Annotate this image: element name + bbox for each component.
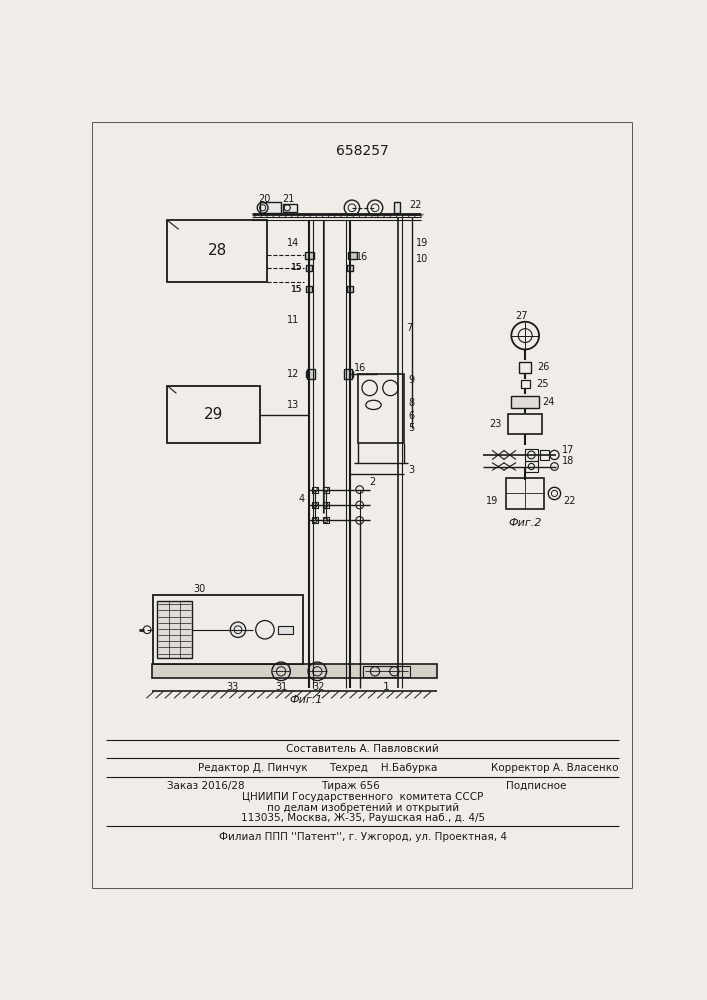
Circle shape [312,503,317,507]
Text: 15: 15 [291,285,303,294]
Bar [153,595,303,664]
Bar [395,202,400,213]
Bar [506,478,544,509]
Text: 20: 20 [259,194,271,204]
Circle shape [312,518,317,523]
Bar [305,265,312,271]
Text: 15: 15 [291,263,303,272]
Text: 15: 15 [291,263,303,272]
Text: Заказ 2016/28: Заказ 2016/28 [167,781,245,791]
Text: 33: 33 [226,682,239,692]
Text: 22: 22 [563,496,576,506]
Bar [305,371,312,377]
Bar [363,666,409,677]
Text: 4: 4 [298,494,304,504]
Text: 14: 14 [287,238,300,248]
Circle shape [230,622,246,637]
Text: 22: 22 [409,200,422,210]
Text: 19: 19 [486,496,498,506]
Bar [511,396,539,408]
Text: Фиг.1: Фиг.1 [289,695,322,705]
Circle shape [324,518,328,523]
Text: 21: 21 [282,194,294,204]
Text: Техред    Н.Бабурка: Техред Н.Бабурка [329,763,437,773]
Text: 23: 23 [490,419,502,429]
Text: Филиал ППП ''Патент'', г. Ужгород, ул. Проектная, 4: Филиал ППП ''Патент'', г. Ужгород, ул. П… [218,832,507,842]
Text: 113035, Москва, Ж-35, Раушская наб., д. 4/5: 113035, Москва, Ж-35, Раушская наб., д. … [240,813,485,823]
Text: ЦНИИПИ Государственного  комитета СССР: ЦНИИПИ Государственного комитета СССР [242,792,484,802]
Circle shape [324,503,328,507]
Bar [305,286,312,292]
Bar [344,369,352,379]
Circle shape [312,487,317,492]
Circle shape [324,487,328,492]
Bar [348,252,357,259]
Text: Фиг.2: Фиг.2 [508,518,542,528]
Text: 31: 31 [275,682,287,692]
Text: 15: 15 [291,285,303,294]
Text: 29: 29 [204,407,223,422]
Bar [278,626,293,634]
Bar [358,374,404,443]
Bar [283,204,296,212]
Text: 658257: 658257 [337,144,389,158]
Text: 16: 16 [354,363,366,373]
Bar [508,414,542,434]
Text: по делам изобретений и открытий: по делам изобретений и открытий [267,803,459,813]
Text: 30: 30 [193,584,206,594]
Bar [520,380,530,388]
Bar [525,449,537,461]
Bar [519,362,532,373]
Bar [305,252,314,259]
Text: 19: 19 [416,238,428,248]
Text: 10: 10 [416,254,428,264]
Text: Редактор Д. Пинчук: Редактор Д. Пинчук [198,763,308,773]
Bar [347,286,354,292]
Text: 2: 2 [369,477,375,487]
Text: Корректор А. Власенко: Корректор А. Власенко [491,763,618,773]
Bar [347,371,354,377]
Text: 16: 16 [356,252,368,262]
Text: 17: 17 [562,445,575,455]
Bar [540,450,549,460]
Bar [322,487,329,493]
Text: Тираж 656: Тираж 656 [321,781,380,791]
Text: 9: 9 [408,375,414,385]
Bar [312,502,318,508]
Text: 3: 3 [408,465,414,475]
Text: 1: 1 [383,682,390,692]
Text: 5: 5 [408,423,414,433]
Text: 12: 12 [287,369,300,379]
Text: 27: 27 [515,311,527,321]
Text: 24: 24 [542,397,554,407]
Bar [312,517,318,523]
Bar [308,369,315,379]
Text: Составитель А. Павловский: Составитель А. Павловский [286,744,439,754]
Text: 6: 6 [408,411,414,421]
Bar [167,220,267,282]
Text: Подписное: Подписное [506,781,566,791]
Text: 13: 13 [287,400,300,410]
Bar [525,461,537,472]
Text: 28: 28 [208,243,227,258]
Bar [152,664,437,678]
Text: 25: 25 [536,379,549,389]
Bar [347,265,354,271]
Bar [167,386,259,443]
Text: 7: 7 [406,323,412,333]
Text: 18: 18 [562,456,574,466]
Bar [322,517,329,523]
Bar [157,601,192,658]
Bar [312,487,318,493]
Text: 11: 11 [287,315,300,325]
Bar [259,202,281,213]
Text: 8: 8 [408,398,414,408]
Bar [322,502,329,508]
Text: 26: 26 [537,362,550,372]
Text: 32: 32 [312,682,325,692]
